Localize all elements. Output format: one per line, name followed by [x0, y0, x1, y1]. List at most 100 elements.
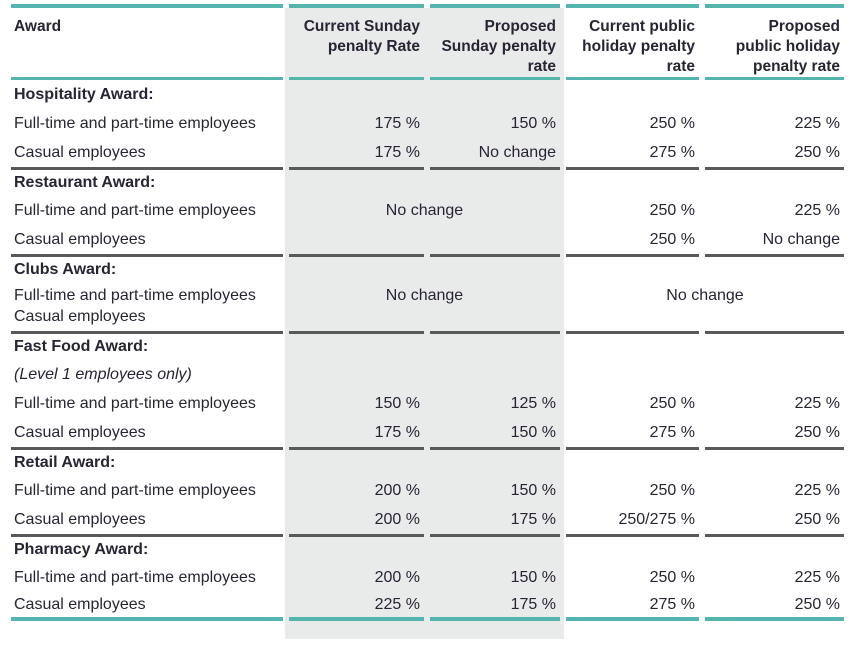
sunday-proposed-value: 150 % [510, 481, 556, 499]
public-holiday-proposed-value: 225 % [794, 201, 840, 219]
empty-cell [430, 167, 560, 196]
public-holiday-current-value: 250 % [649, 481, 695, 499]
public-holiday-current-value: 275 % [566, 592, 699, 621]
sunday-columns-shading [285, 8, 564, 639]
table-row: Full-time and part-time employees Casual… [11, 283, 844, 331]
empty-cell [705, 534, 844, 563]
empty-cell [566, 167, 699, 196]
sunday-proposed-value: 175 % [510, 510, 556, 528]
row-label: Full-time and part-time employees [14, 394, 256, 412]
table-row: Casual employees 225 % 175 % 275 % 250 % [11, 592, 844, 621]
table-row: Casual employees 175 % No change 275 % 2… [11, 138, 844, 167]
section-title: Clubs Award: [11, 254, 283, 283]
public-holiday-combined-value: No change [666, 287, 744, 304]
public-holiday-proposed-value: 225 % [794, 568, 840, 586]
empty-cell [289, 447, 424, 476]
empty-cell [430, 534, 560, 563]
table-row: Casual employees 175 % 150 % 275 % 250 % [11, 418, 844, 447]
sunday-current-value: 225 % [289, 592, 424, 621]
table-header-row: Award Current Sunday penalty Rate Propos… [11, 4, 844, 80]
empty-cell [705, 254, 844, 283]
empty-cell [289, 254, 424, 283]
empty-cell [430, 80, 560, 109]
row-label: Full-time and part-time employees [14, 568, 256, 586]
empty-cell [705, 331, 844, 360]
public-holiday-current-value: 250 % [649, 230, 695, 248]
public-holiday-proposed-value: 225 % [794, 481, 840, 499]
public-holiday-current-value: 250 % [649, 114, 695, 132]
section-note: (Level 1 employees only) [14, 365, 192, 383]
empty-cell [705, 360, 844, 389]
sunday-current-value: 150 % [374, 394, 420, 412]
sunday-current-value: 200 % [374, 481, 420, 499]
public-holiday-proposed-value: 250 % [794, 510, 840, 528]
public-holiday-current-value: 250 % [649, 568, 695, 586]
public-holiday-proposed-value: 250 % [705, 592, 844, 621]
sunday-combined-value: No change [385, 287, 464, 304]
section-title-row-clubs: Clubs Award: [11, 254, 844, 283]
section-title-row-hospitality: Hospitality Award: [11, 80, 844, 109]
section-title: Hospitality Award: [14, 85, 154, 103]
row-label: Casual employees [14, 308, 146, 325]
empty-cell [566, 254, 699, 283]
section-title-row-fast-food: Fast Food Award: [11, 331, 844, 360]
empty-cell [705, 167, 844, 196]
public-holiday-proposed-value: No change [762, 230, 840, 248]
row-label: Full-time and part-time employees [14, 287, 256, 304]
penalty-rates-table-wrap: Award Current Sunday penalty Rate Propos… [0, 4, 855, 639]
empty-cell [566, 360, 699, 389]
empty-cell [566, 80, 699, 109]
public-holiday-proposed-value: 225 % [794, 394, 840, 412]
empty-cell [289, 167, 424, 196]
empty-cell [566, 447, 699, 476]
table-row: Full-time and part-time employees 200 % … [11, 563, 844, 592]
sunday-combined-value [289, 225, 560, 254]
row-label: Casual employees [14, 510, 146, 528]
empty-cell [566, 534, 699, 563]
section-title: Retail Award: [11, 447, 283, 476]
sunday-current-value: 200 % [374, 510, 420, 528]
public-holiday-current-value: 250 % [649, 394, 695, 412]
public-holiday-proposed-value: 225 % [794, 114, 840, 132]
section-title: Restaurant Award: [11, 167, 283, 196]
empty-cell [289, 331, 424, 360]
empty-cell [289, 360, 424, 389]
section-title-row-retail: Retail Award: [11, 447, 844, 476]
row-label: Casual employees [14, 143, 146, 161]
public-holiday-current-value: 275 % [649, 423, 695, 441]
sunday-proposed-value: 150 % [510, 568, 556, 586]
empty-cell [705, 80, 844, 109]
public-holiday-proposed-value: 250 % [794, 143, 840, 161]
table-row: Full-time and part-time employees 200 % … [11, 476, 844, 505]
public-holiday-current-value: 250 % [649, 201, 695, 219]
table-row: Full-time and part-time employees No cha… [11, 196, 844, 225]
sunday-combined-value: No change [385, 201, 464, 219]
sunday-current-value: 175 % [374, 423, 420, 441]
sunday-proposed-value: 150 % [510, 114, 556, 132]
table-row: Full-time and part-time employees 150 % … [11, 389, 844, 418]
public-holiday-current-value: 275 % [649, 143, 695, 161]
sunday-current-value: 200 % [374, 568, 420, 586]
section-title: Pharmacy Award: [11, 534, 283, 563]
row-label: Full-time and part-time employees [14, 201, 256, 219]
public-holiday-proposed-value: 250 % [794, 423, 840, 441]
row-label: Full-time and part-time employees [14, 114, 256, 132]
sunday-current-value: 175 % [374, 114, 420, 132]
section-title-row-pharmacy: Pharmacy Award: [11, 534, 844, 563]
empty-cell [430, 447, 560, 476]
empty-cell [289, 80, 424, 109]
sunday-proposed-value: No change [478, 143, 556, 161]
row-label: Full-time and part-time employees [14, 481, 256, 499]
empty-cell [566, 331, 699, 360]
section-note-row: (Level 1 employees only) [11, 360, 844, 389]
empty-cell [430, 360, 560, 389]
row-label-group: Full-time and part-time employees Casual… [11, 283, 283, 331]
empty-cell [289, 534, 424, 563]
table-row: Casual employees 250 % No change [11, 225, 844, 254]
row-label: Casual employees [14, 230, 146, 248]
empty-cell [705, 447, 844, 476]
header-award: Award [11, 4, 283, 80]
header-proposed-public-holiday-penalty-rate: Proposed public holiday penalty rate [705, 4, 844, 80]
header-proposed-sunday-penalty-rate: Proposed Sunday penalty rate [430, 4, 560, 80]
